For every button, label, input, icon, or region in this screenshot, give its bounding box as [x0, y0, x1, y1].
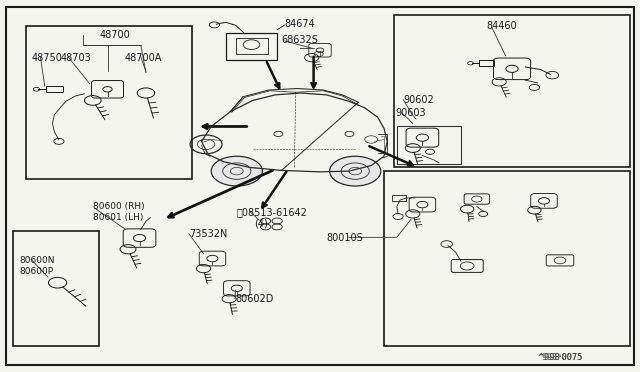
- Bar: [13, 231, 99, 346]
- Text: 48700: 48700: [99, 31, 130, 40]
- Bar: [384, 171, 630, 346]
- Text: 90602: 90602: [403, 96, 434, 105]
- Circle shape: [330, 156, 381, 186]
- Bar: [226, 33, 277, 60]
- Text: 80600P: 80600P: [19, 267, 53, 276]
- Text: 80601 (LH): 80601 (LH): [93, 213, 143, 222]
- Bar: [236, 38, 268, 54]
- Text: 68632S: 68632S: [282, 35, 319, 45]
- Text: 48750: 48750: [32, 53, 63, 62]
- Text: 90603: 90603: [396, 109, 426, 118]
- Text: 84674: 84674: [285, 19, 316, 29]
- Text: 80010S: 80010S: [326, 233, 363, 243]
- Bar: [397, 126, 461, 164]
- Text: (4): (4): [254, 219, 268, 229]
- Text: ゃ08513-61642: ゃ08513-61642: [237, 207, 308, 217]
- Text: 80600 (RH): 80600 (RH): [93, 202, 145, 211]
- Text: 84460: 84460: [486, 21, 517, 31]
- Bar: [394, 15, 630, 167]
- Bar: [479, 60, 493, 66]
- Bar: [46, 86, 63, 92]
- Bar: [392, 195, 406, 201]
- Text: 73532N: 73532N: [189, 230, 227, 239]
- Text: 80602D: 80602D: [235, 295, 273, 304]
- Circle shape: [211, 156, 262, 186]
- Text: 80600N: 80600N: [19, 256, 54, 265]
- Text: ^998ⁱ0075: ^998ⁱ0075: [538, 353, 583, 362]
- Text: 48700A: 48700A: [125, 53, 162, 62]
- Bar: [26, 26, 192, 179]
- Text: ^998ⁱ0075: ^998ⁱ0075: [538, 353, 582, 362]
- Text: 48703: 48703: [61, 53, 92, 62]
